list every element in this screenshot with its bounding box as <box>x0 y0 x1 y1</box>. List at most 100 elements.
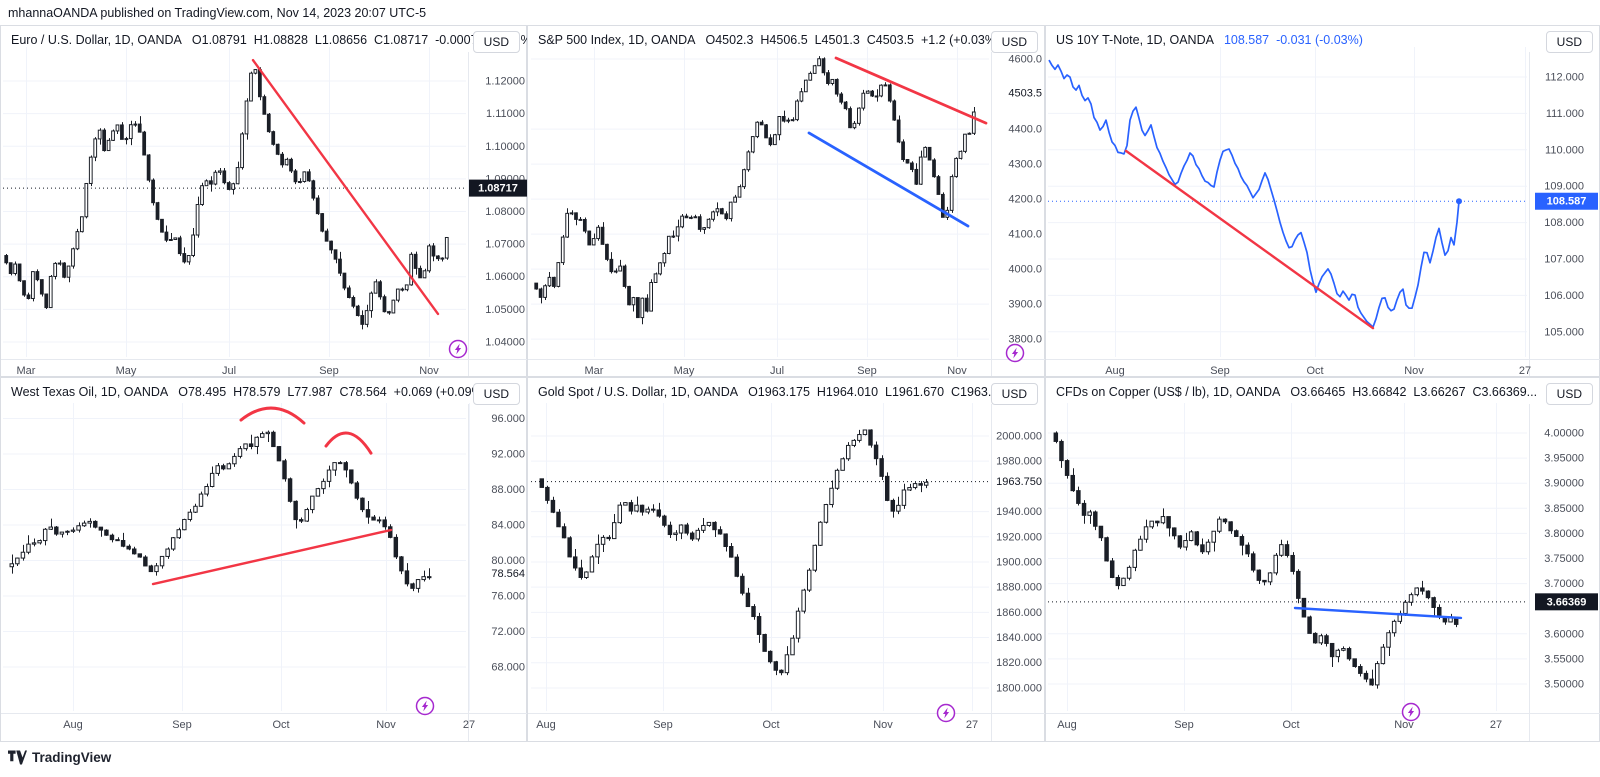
svg-text:4600.0: 4600.0 <box>1008 54 1042 66</box>
chart-pane-gold: 2000.000 1980.000 1940.000 1920.000 1900.000… <box>527 377 1046 743</box>
svg-text:1.04000: 1.04000 <box>485 336 525 348</box>
chart-pane-copper: 4.00000 3.95000 3.90000 3.85000 3.80000 3.750… <box>1045 377 1600 742</box>
chart-title-eurusd: Euro / U.S. Dollar, 1D, OANDA O1.08791 H1… <box>11 33 536 47</box>
svg-text:Aug: Aug <box>63 719 83 731</box>
symbol-label: CFDs on Copper (US$ / lb), 1D, OANDA <box>1056 385 1281 399</box>
current-price-label-box <box>469 179 527 197</box>
instant-trading-bolt-icon[interactable] <box>1005 343 1025 363</box>
svg-text:111.000: 111.000 <box>1546 108 1584 120</box>
price-axis-labels: 1.120001.110001.100001.090001.080001.070… <box>485 76 525 349</box>
drawing-annotations[interactable] <box>807 56 988 228</box>
tradingview-brand-text: TradingView <box>32 750 112 765</box>
svg-text:3.90000: 3.90000 <box>1544 478 1584 490</box>
time-axis-labels: Aug Sep Oct Nov 27 <box>63 719 475 731</box>
price-axis-labels: 112.000 111.000 110.000 109.000 108.000 107.0… <box>1544 71 1584 338</box>
svg-text:Nov: Nov <box>1394 719 1414 731</box>
price-axis-labels: 4.00000 3.95000 3.90000 3.85000 3.80000 3.750… <box>1544 428 1584 691</box>
svg-text:Nov: Nov <box>873 719 893 731</box>
svg-text:3.75000: 3.75000 <box>1544 553 1584 565</box>
gold-chart-canvas[interactable]: 2000.000 1980.000 1940.000 1920.000 1900.000… <box>528 378 1046 743</box>
svg-text:Sep: Sep <box>653 719 673 731</box>
svg-text:Sep: Sep <box>1174 719 1194 731</box>
time-axis-labels: Aug Sep Oct Nov 27 <box>1105 365 1531 377</box>
chart-pane-eurusd: 1.12000 1.11000 1.10000 1.09000 1.08000 1.070… <box>0 25 536 378</box>
svg-text:1920.000: 1920.000 <box>996 531 1042 543</box>
svg-text:Nov: Nov <box>419 365 439 377</box>
svg-text:Mar: Mar <box>17 365 36 377</box>
us10y-chart-canvas[interactable]: 112.000 111.000 110.000 109.000 108.000 107.0… <box>1046 26 1600 378</box>
symbol-label: West Texas Oil, 1D, OANDA <box>11 385 169 399</box>
eurusd-chart-canvas[interactable]: 1.120001.110001.100001.090001.080001.070… <box>1 26 528 378</box>
svg-text:3.55000: 3.55000 <box>1544 653 1584 665</box>
svg-text:Sep: Sep <box>319 365 339 377</box>
time-axis-labels: Mar May Jul Sep Nov <box>17 365 440 377</box>
chart-pane-us10y: 112.000 111.000 110.000 109.000 108.000 107.0… <box>1045 25 1600 377</box>
currency-toggle-button[interactable]: USD <box>990 383 1038 405</box>
svg-text:76.000: 76.000 <box>491 591 525 603</box>
spx-chart-canvas[interactable]: 4600.0 4400.0 4300.0 4200.0 4100.0 4000.0 3900… <box>528 26 1046 378</box>
currency-toggle-button[interactable]: USD <box>1545 383 1593 405</box>
grid <box>1048 403 1527 711</box>
grid <box>3 47 466 357</box>
svg-text:Oct: Oct <box>1282 719 1299 731</box>
candlestick-series <box>534 56 976 325</box>
drawing-annotations[interactable] <box>151 406 393 586</box>
svg-text:4400.0: 4400.0 <box>1008 124 1042 136</box>
svg-text:Nov: Nov <box>376 719 396 731</box>
svg-text:88.000: 88.000 <box>491 484 525 496</box>
price-axis-labels: 2000.000 1980.000 1940.000 1920.000 1900.000… <box>996 430 1042 694</box>
svg-text:107.000: 107.000 <box>1544 254 1584 266</box>
chart-title-copper: CFDs on Copper (US$ / lb), 1D, OANDA O3.6… <box>1056 385 1537 399</box>
instant-trading-bolt-icon[interactable] <box>936 703 956 723</box>
currency-toggle-button[interactable]: USD <box>1545 31 1593 53</box>
svg-text:27: 27 <box>1490 719 1502 731</box>
tradingview-logo[interactable]: TradingView <box>8 750 111 765</box>
svg-text:3.85000: 3.85000 <box>1544 503 1584 515</box>
svg-text:72.000: 72.000 <box>491 626 525 638</box>
svg-text:4100.0: 4100.0 <box>1008 229 1042 241</box>
svg-text:1900.000: 1900.000 <box>996 556 1042 568</box>
currency-toggle-button[interactable]: USD <box>472 383 520 405</box>
wti-chart-canvas[interactable]: 96.000 92.000 88.000 84.000 80.000 76.000 72.0… <box>1 378 528 743</box>
svg-text:Jul: Jul <box>222 365 236 377</box>
currency-toggle-button[interactable]: USD <box>990 31 1038 53</box>
svg-text:Sep: Sep <box>172 719 192 731</box>
svg-text:3.95000: 3.95000 <box>1544 453 1584 465</box>
svg-text:1.10000: 1.10000 <box>485 141 525 153</box>
instant-trading-bolt-icon[interactable] <box>415 696 435 716</box>
svg-text:Mar: Mar <box>585 365 604 377</box>
current-price-label: 1963.750 <box>996 476 1042 488</box>
svg-text:Aug: Aug <box>1105 365 1125 377</box>
svg-text:Nov: Nov <box>947 365 967 377</box>
svg-text:Oct: Oct <box>1306 365 1323 377</box>
svg-text:1820.000: 1820.000 <box>996 657 1042 669</box>
ohlc-values: O1963.175 H1964.010 L1961.670 C1963.750.… <box>748 385 1023 399</box>
instant-trading-bolt-icon[interactable] <box>448 339 468 359</box>
page-footer: TradingView <box>0 742 1600 777</box>
svg-text:3800.0: 3800.0 <box>1008 334 1042 346</box>
instant-trading-bolt-icon[interactable] <box>1401 702 1421 722</box>
drawing-annotations[interactable] <box>251 58 440 316</box>
svg-text:1.05000: 1.05000 <box>485 304 525 316</box>
drawing-annotations[interactable] <box>1293 606 1463 620</box>
svg-text:1.07000: 1.07000 <box>485 239 525 251</box>
svg-text:106.000: 106.000 <box>1544 290 1584 302</box>
svg-text:Aug: Aug <box>1057 719 1077 731</box>
svg-text:May: May <box>674 365 695 377</box>
currency-toggle-button[interactable]: USD <box>472 31 520 53</box>
ohlc-values: O78.495 H78.579 L77.987 C78.564 +0.069 (… <box>178 385 487 399</box>
symbol-label: Euro / U.S. Dollar, 1D, OANDA <box>11 33 182 47</box>
copper-chart-canvas[interactable]: 4.00000 3.95000 3.90000 3.85000 3.80000 3.750… <box>1046 378 1600 743</box>
current-price-label-box <box>1535 593 1598 611</box>
chart-pane-wti: 96.000 92.000 88.000 84.000 80.000 76.000 72.0… <box>0 377 528 743</box>
grid <box>3 403 470 711</box>
current-price-label: 3.66369 <box>1547 596 1587 608</box>
chart-title-spx: S&P 500 Index, 1D, OANDA O4502.3 H4506.5 … <box>538 33 1000 47</box>
svg-text:May: May <box>116 365 137 377</box>
svg-text:4200.0: 4200.0 <box>1008 194 1042 206</box>
current-price-label-box <box>1535 192 1598 210</box>
drawing-annotations[interactable] <box>1124 149 1375 330</box>
svg-text:Sep: Sep <box>857 365 877 377</box>
svg-text:1.06000: 1.06000 <box>485 271 525 283</box>
